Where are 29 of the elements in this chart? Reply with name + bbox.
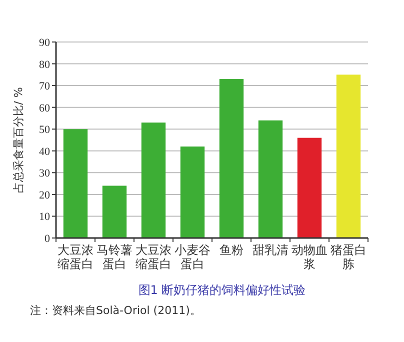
bar [297,138,322,238]
x-tick-label: 猪蛋白胨 [330,243,367,271]
x-tick-label: 动物血浆 [291,243,328,271]
bar [336,74,361,238]
y-tick-label: 70 [39,80,50,93]
x-tick-label: 小麦谷蛋白 [174,243,211,271]
bar [258,120,283,238]
bar [63,129,88,238]
y-tick-label: 80 [39,58,50,71]
x-tick-label: 马铃薯蛋白 [96,243,133,271]
bar [219,79,244,238]
y-tick-label: 40 [39,146,50,158]
y-tick-label: 60 [39,102,50,114]
y-axis-title: 占总采食量百分比/ % [12,87,25,193]
bar [180,146,205,238]
y-tick-label: 50 [39,124,50,136]
text: 图1 断奶仔猪的饲料偏好性试验 [138,283,306,297]
bar [102,186,127,238]
y-tick-label: 30 [39,168,50,180]
y-tick-label: 20 [39,189,50,202]
bar [141,122,166,238]
text: 注：资料来自Solà-Oriol (2011)。 [30,304,201,317]
y-tick-label: 90 [39,37,50,49]
y-tick-label: 10 [39,211,50,224]
x-tick-label: 大豆浓缩蛋白 [135,243,172,271]
x-tick-label: 大豆浓缩蛋白 [57,243,94,271]
x-tick-label: 甜乳清 [252,243,289,257]
y-tick-label: 0 [44,233,50,245]
x-tick-label: 鱼粉 [218,243,244,257]
